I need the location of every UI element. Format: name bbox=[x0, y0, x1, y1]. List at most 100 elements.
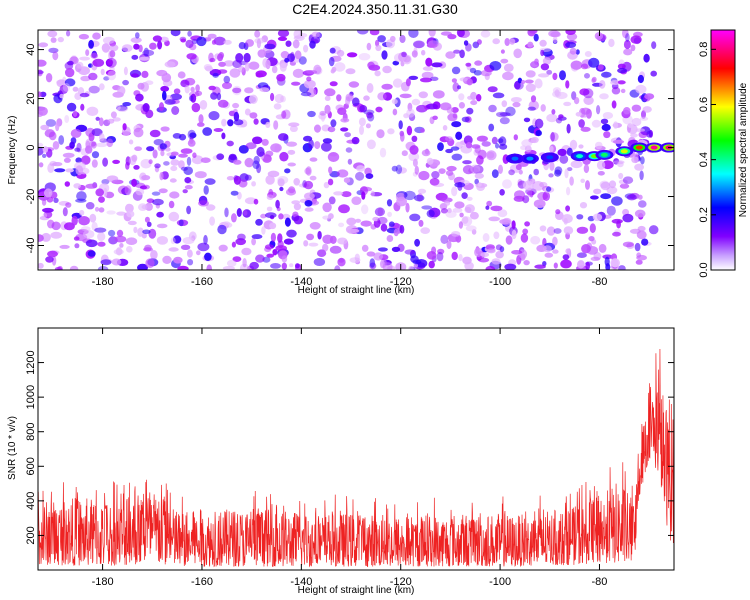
heatmap-noise-cell bbox=[163, 161, 170, 166]
heatmap-noise-cell bbox=[641, 238, 649, 246]
heatmap-noise-cell bbox=[38, 42, 49, 48]
heatmap-noise-cell bbox=[418, 219, 424, 227]
heatmap-noise-cell bbox=[505, 235, 513, 245]
heatmap-noise-cell bbox=[617, 67, 628, 74]
heatmap-noise-cell bbox=[513, 81, 524, 90]
heatmap-noise-cell bbox=[361, 191, 366, 200]
heatmap-noise-cell bbox=[650, 70, 657, 77]
heatmap-noise-cell bbox=[550, 131, 555, 142]
colorbar-gradient bbox=[710, 29, 736, 271]
heatmap-noise-cell bbox=[346, 217, 357, 226]
colorbar-tick-label: 0.4 bbox=[698, 152, 710, 167]
heatmap-noise-cell bbox=[579, 88, 590, 96]
heatmap-noise-cell bbox=[92, 58, 105, 67]
heatmap-noise-cell bbox=[272, 249, 278, 256]
heatmap-noise-cell bbox=[100, 68, 105, 76]
heatmap-noise-cell bbox=[613, 121, 619, 129]
heatmap-noise-cell bbox=[173, 256, 183, 264]
heatmap-noise-cell bbox=[217, 224, 227, 235]
heatmap-noise-cell bbox=[123, 66, 128, 76]
heatmap-noise-cell bbox=[142, 103, 150, 112]
heatmap-noise-cell bbox=[75, 198, 87, 203]
heatmap-noise-cell bbox=[355, 218, 362, 223]
heatmap-noise-cell bbox=[209, 216, 216, 226]
heatmap-noise-cell bbox=[442, 125, 448, 131]
heatmap-noise-cell bbox=[548, 173, 554, 178]
heatmap-noise-cell bbox=[633, 37, 641, 45]
heatmap-noise-cell bbox=[369, 30, 380, 36]
heatmap-noise-cell bbox=[337, 107, 347, 115]
snr-x-tick-label: -80 bbox=[592, 576, 608, 588]
heatmap-noise-cell bbox=[275, 199, 280, 209]
heatmap-noise-cell bbox=[631, 156, 639, 164]
heatmap-noise-cell bbox=[259, 87, 270, 93]
snr-x-ticks: -180 -160 -140 -120 -100 -80 bbox=[92, 328, 608, 588]
heatmap-noise-cell bbox=[177, 71, 186, 79]
heatmap-noise-cell bbox=[593, 252, 602, 261]
heatmap-noise-cell bbox=[497, 138, 504, 144]
heatmap-noise-cell bbox=[361, 204, 369, 215]
heatmap-noise-cell bbox=[401, 150, 408, 157]
heatmap-noise-cell bbox=[75, 157, 82, 163]
heatmap-noise-cell bbox=[243, 52, 251, 63]
heatmap-noise-cell bbox=[513, 134, 518, 141]
heatmap-noise-cell bbox=[319, 110, 327, 116]
heatmap-feature-core bbox=[600, 152, 608, 157]
heatmap-noise-cell bbox=[330, 68, 335, 74]
heatmap-noise-cell bbox=[141, 204, 153, 210]
heatmap-noise-cell bbox=[108, 229, 116, 237]
heatmap-y-tick-label: -40 bbox=[25, 238, 37, 254]
heatmap-noise-cell bbox=[496, 111, 508, 118]
heatmap-noise-cell bbox=[324, 88, 336, 97]
heatmap-noise-cell bbox=[281, 110, 287, 119]
heatmap-noise-cell bbox=[623, 107, 631, 115]
heatmap-noise-cell bbox=[119, 243, 124, 248]
heatmap-noise-cell bbox=[363, 95, 370, 101]
heatmap-noise-cell bbox=[80, 103, 85, 111]
heatmap-noise-cell bbox=[485, 265, 496, 270]
heatmap-noise-cell bbox=[630, 133, 638, 138]
heatmap-noise-cell bbox=[539, 225, 547, 232]
heatmap-noise-cell bbox=[322, 215, 331, 220]
heatmap-noise-cell bbox=[62, 152, 75, 158]
heatmap-noise-cell bbox=[212, 72, 219, 78]
snr-y-label: SNR (10 * v/v) bbox=[7, 416, 18, 480]
heatmap-noise-cell bbox=[559, 154, 569, 164]
heatmap-noise-cell bbox=[387, 211, 392, 217]
heatmap-noise-cell bbox=[425, 57, 433, 67]
heatmap-noise-cell bbox=[44, 129, 55, 138]
heatmap-noise-cell bbox=[253, 198, 259, 205]
heatmap-noise-cell bbox=[72, 86, 79, 92]
heatmap-noise-cell bbox=[351, 196, 362, 205]
heatmap-noise-cell bbox=[185, 39, 194, 49]
heatmap-noise-cell bbox=[539, 39, 547, 47]
heatmap-noise-cell bbox=[635, 259, 643, 265]
heatmap-noise-cell bbox=[157, 40, 163, 50]
heatmap-noise-cell bbox=[66, 30, 71, 37]
heatmap-noise-cell bbox=[191, 102, 201, 113]
snr-y-tick-label: 1200 bbox=[25, 350, 37, 374]
heatmap-noise-cell bbox=[131, 178, 138, 187]
heatmap-noise-cell bbox=[154, 163, 161, 169]
heatmap-noise-cell bbox=[137, 263, 148, 270]
heatmap-noise-cell bbox=[308, 139, 314, 149]
heatmap-noise-cell bbox=[546, 226, 556, 236]
heatmap-noise-cell bbox=[480, 30, 491, 38]
heatmap-noise-cell bbox=[171, 106, 180, 115]
heatmap-noise-cell bbox=[390, 35, 396, 43]
heatmap-noise-cell bbox=[575, 112, 582, 117]
heatmap-noise-cell bbox=[600, 193, 612, 200]
heatmap-noise-cell bbox=[535, 130, 542, 137]
heatmap-noise-cell bbox=[577, 260, 585, 269]
heatmap-noise-cell bbox=[356, 165, 366, 172]
heatmap-y-label: Frequency (Hz) bbox=[7, 116, 18, 185]
heatmap-noise-cell bbox=[377, 216, 388, 225]
heatmap-noise-cell bbox=[366, 83, 374, 93]
heatmap-noise-cell bbox=[285, 40, 292, 47]
heatmap-noise-cell bbox=[156, 236, 168, 245]
heatmap-noise-cell bbox=[117, 185, 129, 195]
heatmap-noise-cell bbox=[289, 125, 298, 132]
heatmap-noise-cell bbox=[643, 53, 650, 63]
heatmap-noise-cell bbox=[623, 48, 633, 56]
heatmap-noise-cell bbox=[256, 146, 265, 157]
